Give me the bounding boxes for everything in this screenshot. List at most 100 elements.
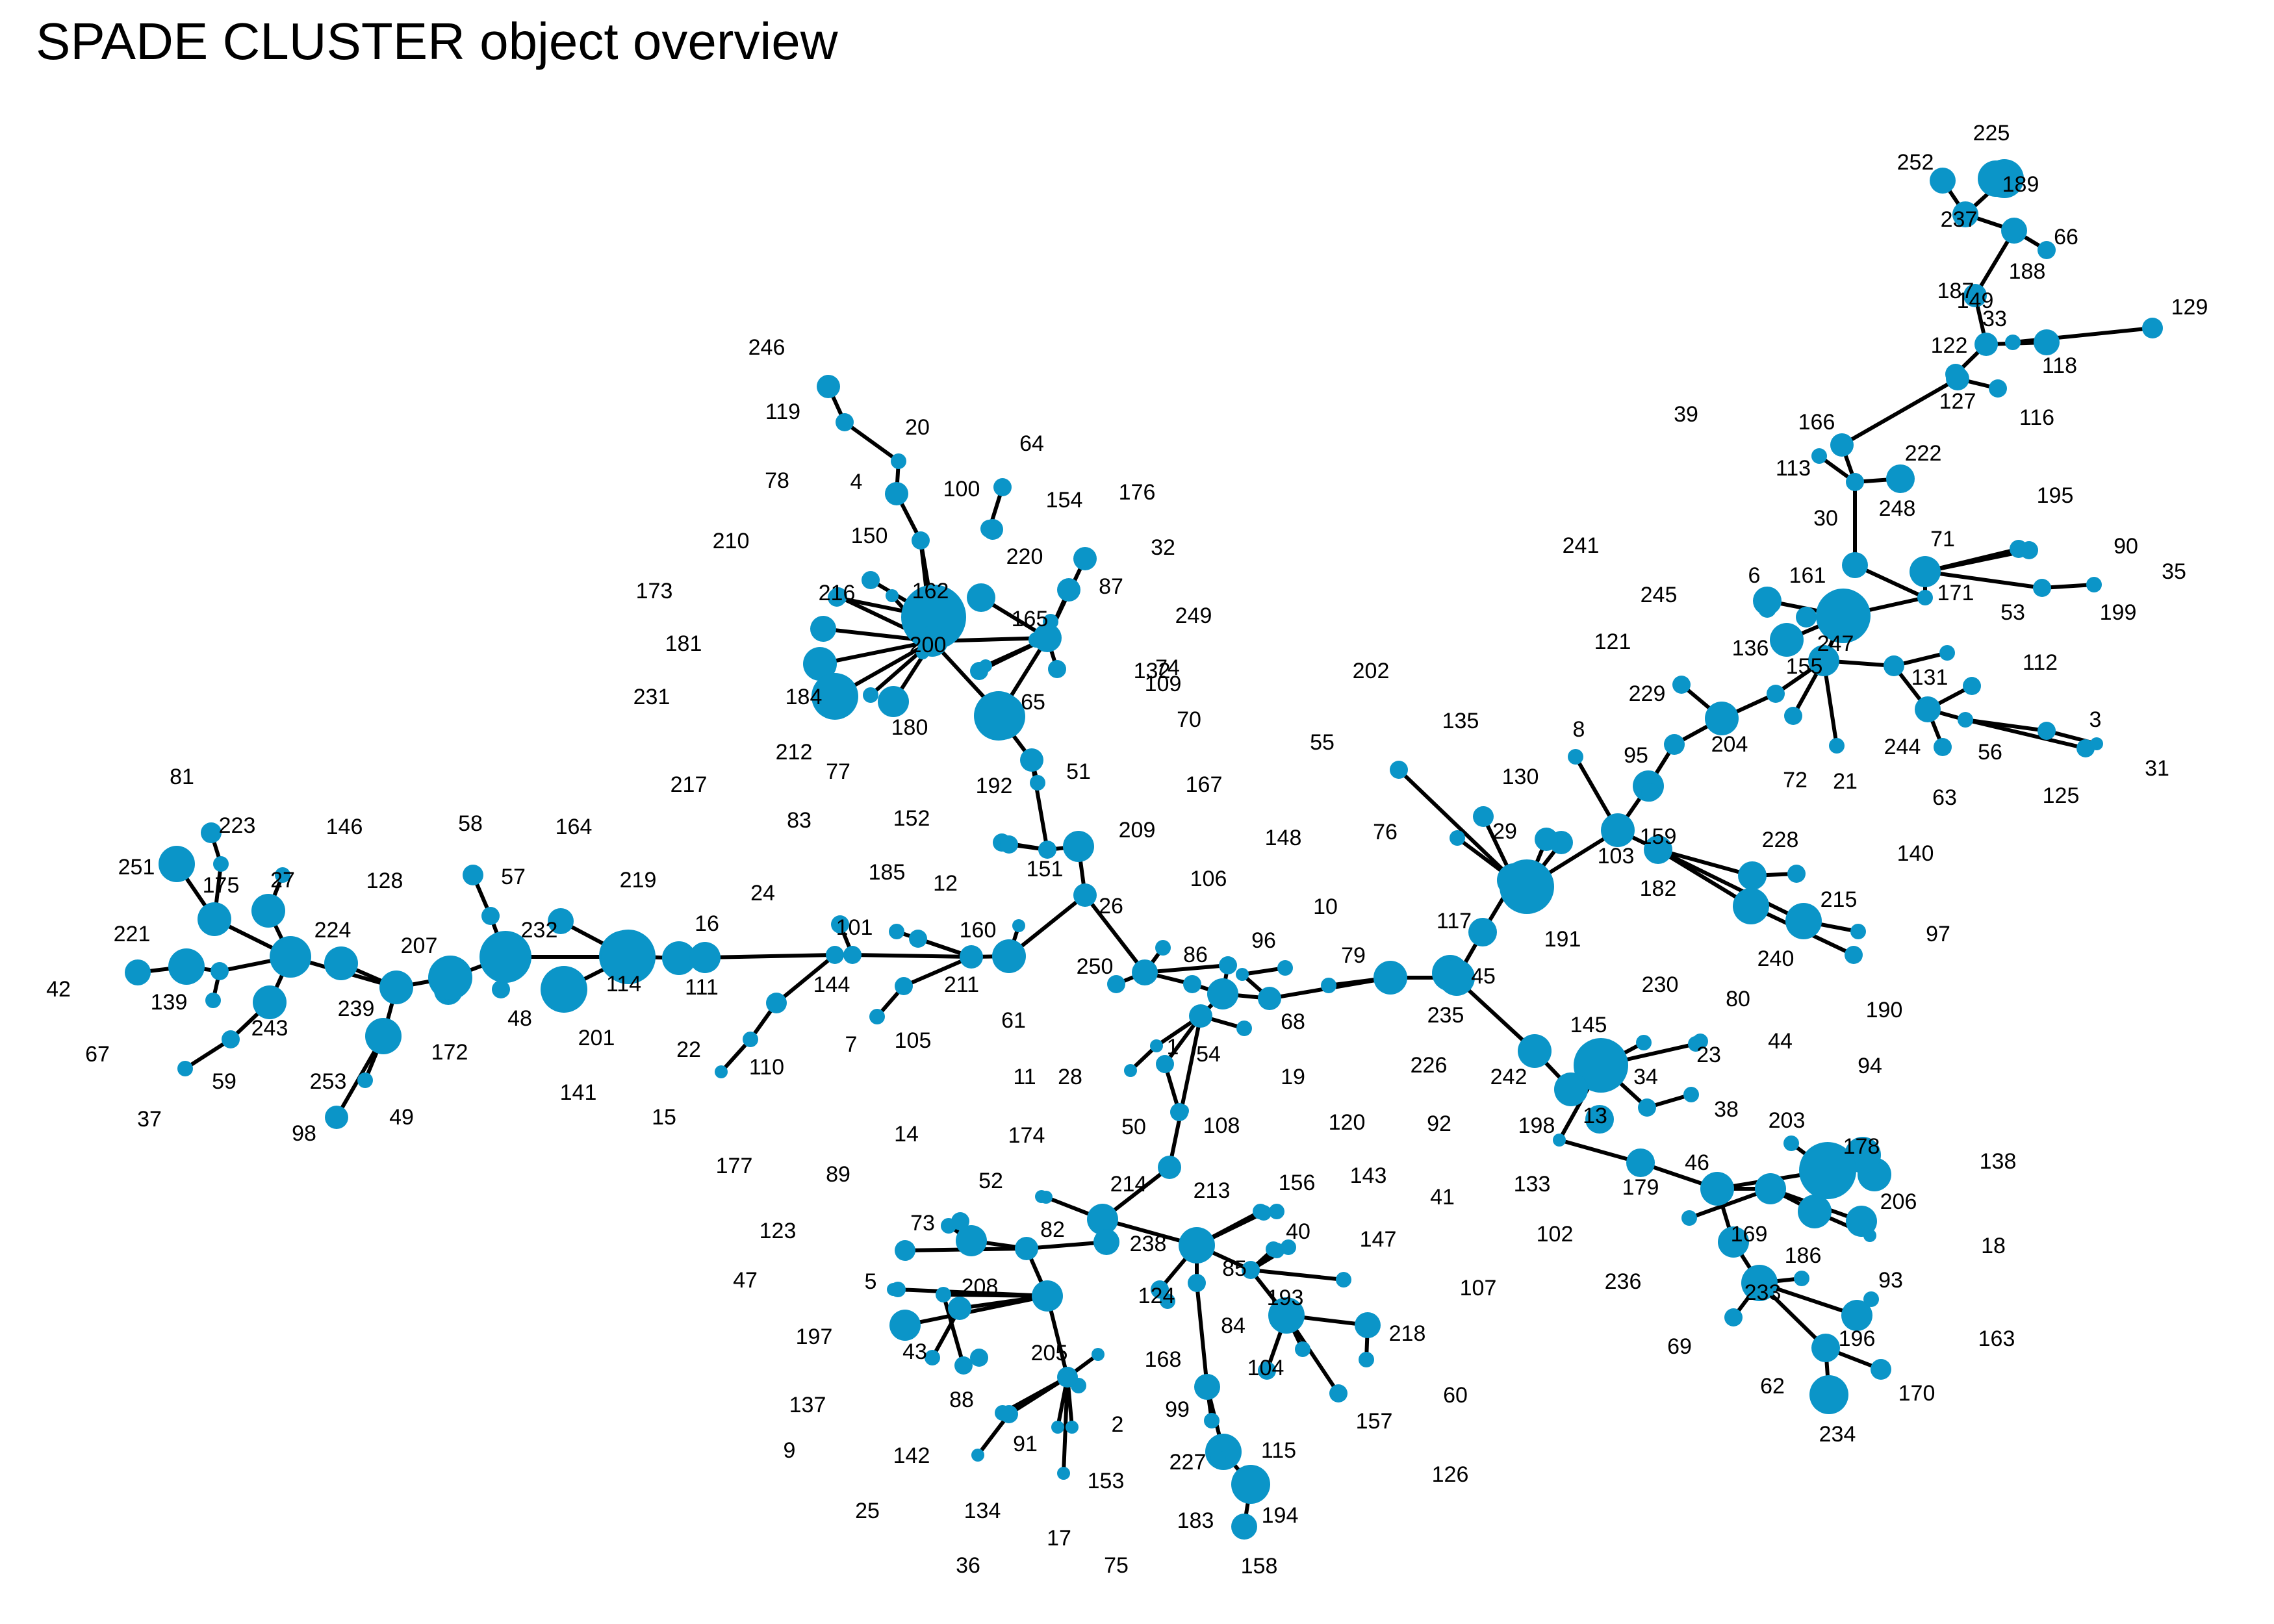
- cluster-node-label-21: 21: [1833, 769, 1858, 794]
- edge-182-215: [1657, 848, 1805, 923]
- cluster-node-46: [1700, 1172, 1734, 1206]
- cluster-node-label-43: 43: [902, 1339, 927, 1364]
- cluster-node-label-39: 39: [1674, 402, 1698, 427]
- cluster-node-228: [1738, 861, 1767, 890]
- edge-71-199: [1924, 570, 2043, 590]
- cluster-node-label-195: 195: [2037, 483, 2074, 508]
- edge-208-137: [943, 1293, 1048, 1298]
- cluster-node-136: [1767, 685, 1785, 703]
- cluster-node-label-239: 239: [338, 996, 375, 1021]
- cluster-node-219: [601, 930, 656, 984]
- cluster-node-label-82: 82: [1040, 1217, 1065, 1242]
- cluster-node-label-196: 196: [1839, 1326, 1876, 1351]
- cluster-node-label-220: 220: [1006, 544, 1043, 569]
- cluster-node-175: [198, 902, 231, 936]
- cluster-node-16: [662, 941, 696, 975]
- cluster-node-label-101: 101: [836, 915, 873, 940]
- cluster-node-184: [803, 647, 837, 681]
- cluster-node-134: [995, 1405, 1010, 1421]
- cluster-node-245: [1770, 623, 1804, 657]
- cluster-node-label-68: 68: [1281, 1009, 1305, 1034]
- cluster-node-label-248: 248: [1879, 496, 1916, 521]
- cluster-node-label-109: 109: [1145, 672, 1182, 696]
- cluster-node-label-155: 155: [1786, 654, 1823, 679]
- cluster-node-203: [1799, 1142, 1856, 1199]
- cluster-node-label-59: 59: [212, 1069, 236, 1094]
- cluster-node-label-1: 1: [1167, 1035, 1179, 1059]
- cluster-node-213: [1179, 1227, 1215, 1263]
- cluster-node-215: [1785, 903, 1822, 939]
- cluster-node-label-7: 7: [845, 1032, 858, 1057]
- cluster-node-194: [1231, 1465, 1270, 1504]
- cluster-node-label-108: 108: [1203, 1113, 1240, 1138]
- cluster-node-label-45: 45: [1471, 964, 1496, 989]
- cluster-node-111: [689, 942, 721, 973]
- cluster-node-label-22: 22: [676, 1037, 701, 1062]
- cluster-node-179: [1626, 1148, 1655, 1177]
- edge-137-88: [941, 1294, 965, 1366]
- cluster-node-171: [1917, 590, 1933, 605]
- cluster-node-190: [1845, 946, 1863, 964]
- cluster-node-161: [1796, 607, 1817, 628]
- cluster-node-15: [715, 1065, 728, 1078]
- cluster-node-185: [909, 930, 927, 948]
- cluster-node-label-97: 97: [1926, 922, 1950, 946]
- cluster-node-204: [1705, 702, 1739, 735]
- cluster-node-label-141: 141: [560, 1080, 597, 1105]
- cluster-node-56: [1958, 712, 1973, 728]
- cluster-node-167: [1030, 775, 1045, 791]
- cluster-node-64: [993, 478, 1012, 496]
- cluster-node-214: [1087, 1204, 1118, 1235]
- cluster-node-227: [1204, 1413, 1220, 1428]
- cluster-node-label-170: 170: [1898, 1381, 1935, 1406]
- cluster-node-211: [960, 945, 983, 969]
- node-layer: [125, 159, 2163, 1540]
- cluster-node-207: [428, 956, 472, 1000]
- cluster-node-21: [1829, 738, 1845, 754]
- cluster-node-234: [1809, 1375, 1848, 1414]
- cluster-node-label-60: 60: [1443, 1383, 1468, 1408]
- cluster-node-label-242: 242: [1490, 1065, 1527, 1089]
- edge-205-17: [1062, 1377, 1069, 1474]
- cluster-node-label-215: 215: [1820, 887, 1858, 912]
- cluster-node-81: [201, 822, 222, 843]
- cluster-node-label-178: 178: [1843, 1134, 1880, 1159]
- cluster-node-label-102: 102: [1537, 1222, 1574, 1247]
- cluster-node-label-54: 54: [1196, 1042, 1221, 1067]
- cluster-node-235: [1438, 959, 1475, 996]
- cluster-node-39: [1811, 448, 1827, 464]
- cluster-node-label-251: 251: [118, 855, 155, 880]
- cluster-node-label-48: 48: [507, 1006, 532, 1031]
- cluster-node-label-51: 51: [1066, 759, 1091, 784]
- cluster-node-label-62: 62: [1760, 1374, 1785, 1399]
- cluster-node-106: [1219, 956, 1237, 974]
- cluster-node-label-173: 173: [636, 579, 673, 603]
- cluster-node-149: [2005, 335, 2021, 350]
- cluster-node-label-125: 125: [2043, 783, 2080, 808]
- cluster-node-177: [941, 1218, 956, 1234]
- cluster-node-192: [978, 693, 1025, 740]
- cluster-node-27: [251, 894, 285, 928]
- cluster-node-label-197: 197: [796, 1325, 833, 1349]
- cluster-node-label-79: 79: [1341, 943, 1366, 968]
- cluster-node-157: [1329, 1384, 1348, 1402]
- cluster-node-75: [1066, 1421, 1079, 1434]
- cluster-node-label-207: 207: [401, 933, 438, 958]
- cluster-node-label-110: 110: [749, 1055, 784, 1080]
- cluster-node-label-84: 84: [1221, 1313, 1246, 1338]
- cluster-node-label-156: 156: [1279, 1171, 1316, 1195]
- cluster-node-87: [1057, 578, 1080, 602]
- cluster-node-label-203: 203: [1769, 1108, 1806, 1133]
- cluster-node-144: [826, 946, 844, 964]
- cluster-node-label-172: 172: [431, 1040, 468, 1065]
- cluster-node-label-224: 224: [314, 918, 351, 943]
- cluster-node-label-130: 130: [1502, 765, 1539, 789]
- cluster-node-label-221: 221: [114, 922, 151, 946]
- cluster-node-label-116: 116: [2019, 405, 2054, 430]
- cluster-node-115: [1205, 1434, 1242, 1470]
- cluster-node-2: [1092, 1348, 1105, 1361]
- cluster-node-label-121: 121: [1594, 629, 1631, 654]
- cluster-node-28: [1150, 1039, 1163, 1052]
- cluster-node-label-90: 90: [2114, 534, 2138, 559]
